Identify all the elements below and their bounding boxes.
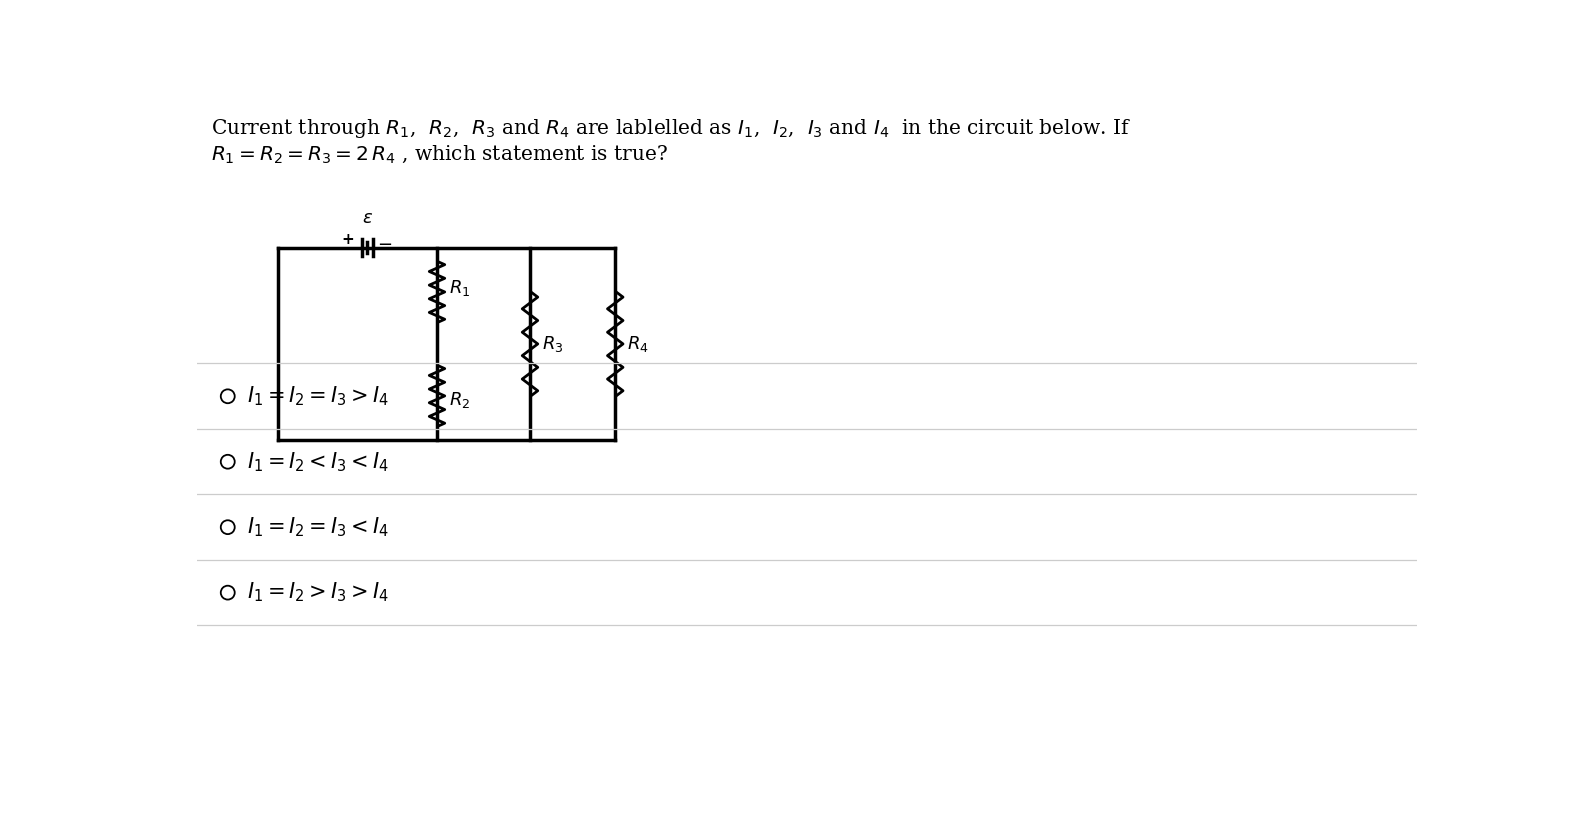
Text: −: −	[378, 235, 392, 254]
Text: $R_1 = R_2 = R_3 = 2\,R_4$ , which statement is true?: $R_1 = R_2 = R_3 = 2\,R_4$ , which state…	[211, 144, 667, 166]
Text: $R_2$: $R_2$	[449, 389, 471, 409]
Text: $I_1 = I_2 < I_3 < I_4$: $I_1 = I_2 < I_3 < I_4$	[247, 450, 389, 473]
Text: Current through $R_1$,  $R_2$,  $R_3$ and $R_4$ are lablelled as $I_1$,  $I_2$, : Current through $R_1$, $R_2$, $R_3$ and …	[211, 116, 1130, 140]
Text: $R_3$: $R_3$	[541, 334, 563, 354]
Text: $I_1 = I_2 = I_3 > I_4$: $I_1 = I_2 = I_3 > I_4$	[247, 384, 389, 408]
Text: $I_1 = I_2 > I_3 > I_4$: $I_1 = I_2 > I_3 > I_4$	[247, 581, 389, 604]
Text: $R_4$: $R_4$	[626, 334, 648, 354]
Text: $\varepsilon$: $\varepsilon$	[362, 210, 373, 227]
Text: +: +	[342, 232, 354, 247]
Text: $R_1$: $R_1$	[449, 278, 471, 298]
Text: $I_1 = I_2 = I_3 < I_4$: $I_1 = I_2 = I_3 < I_4$	[247, 515, 389, 539]
